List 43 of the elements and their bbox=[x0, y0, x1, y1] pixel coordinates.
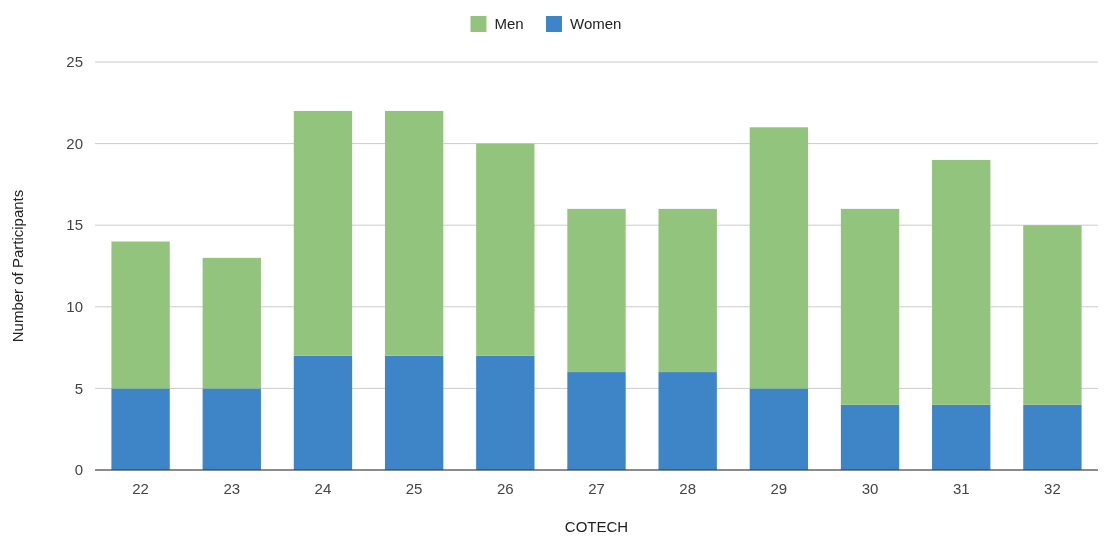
bar bbox=[384, 355, 444, 470]
bar bbox=[111, 388, 170, 470]
bar bbox=[293, 355, 353, 470]
bar bbox=[658, 208, 717, 373]
x-tick-label: 23 bbox=[223, 480, 241, 497]
bar bbox=[932, 404, 991, 470]
x-tick-label: 22 bbox=[132, 480, 149, 497]
x-tick-label: 30 bbox=[861, 480, 879, 497]
x-tick-label: 26 bbox=[496, 480, 514, 497]
legend-label: Women bbox=[570, 15, 622, 33]
y-tick-label: 5 bbox=[74, 379, 83, 397]
bar bbox=[293, 110, 353, 356]
bar bbox=[476, 143, 535, 356]
bar bbox=[1023, 404, 1082, 470]
bar bbox=[384, 110, 444, 356]
y-tick-label: 0 bbox=[74, 461, 83, 479]
x-axis-title: COTECH bbox=[564, 518, 629, 535]
bar bbox=[1023, 225, 1082, 405]
x-tick-label: 27 bbox=[588, 480, 605, 497]
bar bbox=[749, 388, 809, 470]
x-tick-label: 29 bbox=[770, 480, 788, 497]
bar bbox=[567, 208, 626, 373]
x-tick-label: 31 bbox=[952, 480, 970, 497]
x-tick-label: 24 bbox=[314, 480, 332, 497]
bar bbox=[840, 404, 900, 470]
bar bbox=[476, 355, 535, 470]
bar bbox=[202, 257, 261, 389]
y-tick-label: 25 bbox=[66, 53, 83, 71]
x-tick-label: 25 bbox=[405, 480, 423, 497]
y-tick-label: 10 bbox=[66, 298, 83, 316]
y-tick-label: 20 bbox=[66, 134, 83, 152]
bar bbox=[202, 388, 261, 470]
x-tick-label: 32 bbox=[1044, 480, 1061, 497]
x-tick-label: 28 bbox=[679, 480, 697, 497]
bar bbox=[749, 127, 809, 389]
bar bbox=[932, 159, 991, 405]
legend-label: Men bbox=[494, 15, 524, 33]
y-tick-label: 15 bbox=[66, 216, 83, 234]
bar bbox=[658, 372, 717, 470]
bar bbox=[567, 372, 626, 470]
bar bbox=[840, 208, 900, 405]
y-axis-title: Number of Participants bbox=[9, 189, 26, 343]
bar bbox=[111, 241, 170, 389]
